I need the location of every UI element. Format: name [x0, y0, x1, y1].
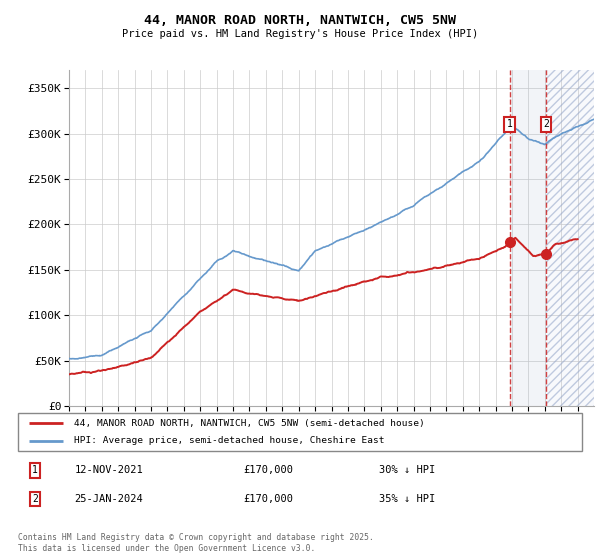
Text: 44, MANOR ROAD NORTH, NANTWICH, CW5 5NW: 44, MANOR ROAD NORTH, NANTWICH, CW5 5NW [144, 14, 456, 27]
Text: Contains HM Land Registry data © Crown copyright and database right 2025.
This d: Contains HM Land Registry data © Crown c… [18, 533, 374, 553]
Bar [510, 70, 546, 406]
Text: 44, MANOR ROAD NORTH, NANTWICH, CW5 5NW (semi-detached house): 44, MANOR ROAD NORTH, NANTWICH, CW5 5NW … [74, 418, 425, 427]
Text: 1: 1 [507, 119, 513, 129]
FancyBboxPatch shape [18, 413, 582, 451]
Text: 2: 2 [543, 119, 549, 129]
Text: £170,000: £170,000 [244, 465, 293, 475]
Text: 30% ↓ HPI: 30% ↓ HPI [379, 465, 435, 475]
Text: 1: 1 [32, 465, 38, 475]
Text: 25-JAN-2024: 25-JAN-2024 [74, 494, 143, 504]
Text: 12-NOV-2021: 12-NOV-2021 [74, 465, 143, 475]
Bar [546, 70, 594, 406]
Text: 2: 2 [32, 494, 38, 504]
Text: HPI: Average price, semi-detached house, Cheshire East: HPI: Average price, semi-detached house,… [74, 436, 385, 445]
Text: £170,000: £170,000 [244, 494, 293, 504]
Text: 35% ↓ HPI: 35% ↓ HPI [379, 494, 435, 504]
Text: Price paid vs. HM Land Registry's House Price Index (HPI): Price paid vs. HM Land Registry's House … [122, 29, 478, 39]
